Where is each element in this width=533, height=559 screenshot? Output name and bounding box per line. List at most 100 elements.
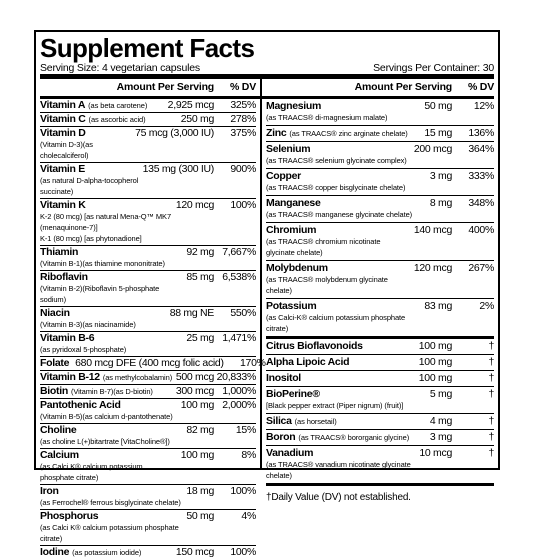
- nutrient-name: Riboflavin: [40, 271, 88, 283]
- nutrient-row: Molybdenum(as TRAACS® molybdenum glycina…: [266, 261, 494, 299]
- daily-value: †: [488, 431, 494, 443]
- nutrient-note: (as TRAACS® zinc arginate chelate): [289, 129, 408, 138]
- nutrient-cell: Citrus Bioflavonoids: [266, 341, 416, 352]
- nutrient-name: Selenium: [266, 143, 311, 155]
- nutrient-name: Vitamin A: [40, 99, 86, 111]
- nutrient-note: (Vitamin D-3)(as cholecalciferol): [40, 140, 93, 160]
- nutrient-cell: Potassium(as Calci-K® calcium potassium …: [266, 301, 421, 334]
- amount-head: Amount Per Serving: [354, 81, 453, 93]
- amount: 120 mcg: [175, 199, 214, 211]
- nutrient-row: Manganese(as TRAACS® manganese glycinate…: [266, 196, 494, 223]
- nutrient-cell: Pantothenic Acid(Vitamin B-5)(as calcium…: [40, 400, 178, 422]
- nutrient-row: Pantothenic Acid(Vitamin B-5)(as calcium…: [40, 399, 256, 424]
- daily-value: 170%: [240, 357, 266, 369]
- amount: 2,925 mcg: [167, 99, 215, 111]
- daily-value: 136%: [468, 127, 494, 139]
- amount: 18 mg: [186, 485, 214, 497]
- divider: [40, 96, 494, 99]
- nutrient-row: Vitamin KK-2 (80 mcg) [as natural Mena-Q…: [40, 199, 256, 246]
- nutrient-note: (as beta carotene): [88, 101, 148, 110]
- nutrient-cell: Iron(as Ferrochel® ferrous bisglycinate …: [40, 486, 183, 508]
- column-heads: Amount Per Serving % DV Amount Per Servin…: [40, 79, 494, 96]
- divider: [260, 99, 262, 468]
- daily-value: 100%: [230, 485, 256, 497]
- nutrient-cell: Riboflavin(Vitamin B-2)(Riboflavin 5-pho…: [40, 272, 183, 305]
- divider: [266, 483, 494, 486]
- amount: 5 mg: [429, 388, 452, 400]
- nutrient-cell: Calcium(as Calci K® calcium potassium ph…: [40, 450, 178, 483]
- nutrient-row: Zinc (as TRAACS® zinc arginate chelate) 15…: [266, 126, 494, 142]
- nutrient-note: (as Ferrochel® ferrous bisglycinate chel…: [40, 498, 181, 507]
- nutrient-row: Vitamin B-12 (as methylcobalamin) 500 mcg 2…: [40, 371, 256, 385]
- nutrient-note: (as Calci K® calcium potassium phosphate…: [40, 523, 179, 543]
- divider: [266, 336, 494, 339]
- nutrient-row: Citrus Bioflavonoids 100 mg †: [266, 339, 494, 355]
- right-column: Magnesium(as TRAACS® di-magnesium malate…: [266, 99, 494, 503]
- nutrient-note: (Vitamin B-7)(as D-biotin): [70, 387, 153, 396]
- nutrient-cell: Vitamin KK-2 (80 mcg) [as natural Mena-Q…: [40, 200, 173, 244]
- nutrient-name: Vanadium: [266, 447, 314, 459]
- nutrient-cell: Vitamin D(Vitamin D-3)(as cholecalcifero…: [40, 128, 132, 161]
- nutrient-cell: Molybdenum(as TRAACS® molybdenum glycina…: [266, 263, 411, 296]
- nutrient-row: Boron (as TRAACS® bororganic glycine) 3 mg…: [266, 430, 494, 446]
- nutrient-body: Vitamin A (as beta carotene) 2,925 mcg 325%…: [40, 99, 494, 558]
- nutrient-cell: Phosphorus(as Calci K® calcium potassium…: [40, 511, 183, 544]
- nutrient-cell: Iodine (as potassium iodide): [40, 547, 173, 558]
- daily-value: 375%: [230, 127, 256, 139]
- daily-value: 8%: [241, 449, 256, 461]
- mineral-rows: Magnesium(as TRAACS® di-magnesium malate…: [266, 99, 494, 336]
- nutrient-cell: Niacin(Vitamin B-3)(as niacinamide): [40, 308, 167, 330]
- amount: 10 mcg: [419, 447, 452, 459]
- nutrient-cell: Magnesium(as TRAACS® di-magnesium malate…: [266, 101, 421, 123]
- nutrient-row: Alpha Lipoic Acid 100 mg †: [266, 355, 494, 371]
- nutrient-note: (as TRAACS® bororganic glycine): [298, 433, 410, 442]
- other-rows: Citrus Bioflavonoids 100 mg † Alpha Lipoic …: [266, 339, 494, 483]
- nutrient-name: Vitamin E: [40, 163, 85, 175]
- nutrient-name: Inositol: [266, 372, 301, 384]
- nutrient-note: (as potassium iodide): [72, 548, 142, 557]
- daily-value: 20,833%: [216, 371, 257, 383]
- nutrient-row: Calcium(as Calci K® calcium potassium ph…: [40, 449, 256, 485]
- nutrient-row: Magnesium(as TRAACS® di-magnesium malate…: [266, 99, 494, 126]
- daily-value: 1,000%: [222, 385, 256, 397]
- nutrient-row: Phosphorus(as Calci K® calcium potassium…: [40, 510, 256, 546]
- nutrient-row: Vitamin B-6(as pyridoxal 5-phosphate) 25 …: [40, 332, 256, 357]
- nutrient-cell: Vitamin B-6(as pyridoxal 5-phosphate): [40, 333, 183, 355]
- nutrient-row: Vanadium(as TRAACS® vanadium nicotinate …: [266, 446, 494, 483]
- amount: 92 mg: [186, 246, 214, 258]
- amount: 82 mg: [186, 424, 214, 436]
- amount: 3 mg: [429, 170, 452, 182]
- right-head: Amount Per Serving % DV: [266, 79, 495, 96]
- nutrient-name: Citrus Bioflavonoids: [266, 340, 363, 352]
- amount: 100 mg: [418, 340, 453, 352]
- nutrient-note: (as TRAACS® molybdenum glycinate chelate…: [266, 275, 388, 295]
- nutrient-row: Iron(as Ferrochel® ferrous bisglycinate …: [40, 485, 256, 510]
- daily-value: †: [488, 372, 494, 384]
- amount: 100 mg: [180, 399, 215, 411]
- nutrient-note: (as TRAACS® selenium glycinate complex): [266, 156, 407, 165]
- daily-value: 2%: [479, 300, 494, 312]
- amount: 140 mcg: [413, 224, 452, 236]
- nutrient-note: (as horsetail): [294, 417, 337, 426]
- supplement-facts-label: Supplement Facts Serving Size: 4 vegetar…: [34, 30, 500, 558]
- nutrient-row: Folate 680 mcg DFE (400 mcg folic acid) 17…: [40, 357, 266, 371]
- nutrient-name: Copper: [266, 170, 301, 182]
- amount: 120 mcg: [413, 262, 452, 274]
- daily-value: 364%: [468, 143, 494, 155]
- nutrient-name: Boron: [266, 431, 296, 443]
- nutrient-note: (as TRAACS® vanadium nicotinate glycinat…: [266, 460, 411, 480]
- nutrient-note: (as choline L(+)bitartrate [VitaCholine®…: [40, 437, 170, 446]
- nutrient-name: Vitamin C: [40, 113, 86, 125]
- daily-value: 6,538%: [222, 271, 256, 283]
- nutrient-note: (as pyridoxal 5-phosphate): [40, 345, 127, 354]
- nutrient-cell: Chromium(as TRAACS® chromium nicotinate …: [266, 225, 411, 258]
- amount: 250 mg: [180, 113, 215, 125]
- nutrient-name: Potassium: [266, 300, 317, 312]
- nutrient-row: Inositol 100 mg †: [266, 371, 494, 387]
- daily-value: 900%: [230, 163, 256, 175]
- nutrient-note: (as Calci-K® calcium potassium phosphate…: [266, 313, 406, 333]
- nutrient-note: (Vitamin B-1)(as thiamine mononitrate): [40, 259, 165, 268]
- daily-value: 1,471%: [222, 332, 256, 344]
- divider: [40, 74, 494, 79]
- nutrient-row: BioPerine®[Black pepper extract (Piper n…: [266, 387, 494, 414]
